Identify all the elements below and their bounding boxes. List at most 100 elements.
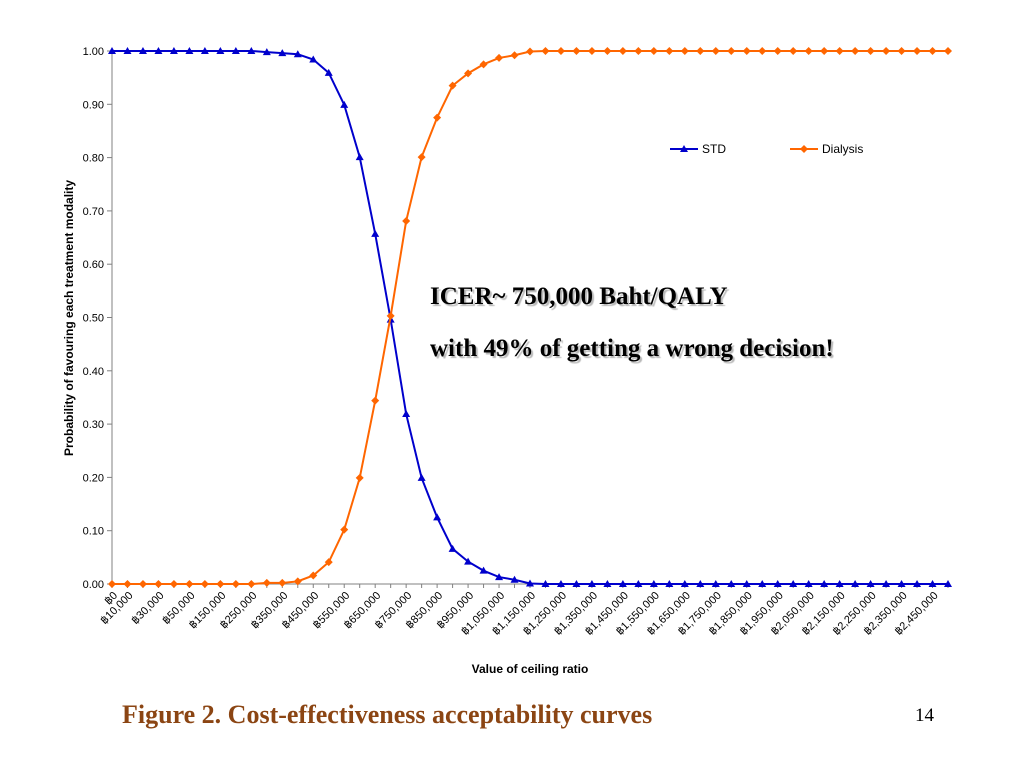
data-point-dialysis (696, 47, 705, 55)
y-tick-label: 0.70 (83, 206, 104, 218)
data-point-std (804, 580, 813, 587)
figure-caption: Figure 2. Cost-effectiveness acceptabili… (122, 700, 653, 729)
data-point-dialysis (138, 580, 147, 588)
data-point-dialysis (169, 580, 178, 588)
data-point-dialysis (200, 580, 209, 588)
legend-entry-dialysis: Dialysis (790, 142, 863, 156)
data-point-std (758, 580, 767, 587)
data-point-dialysis (278, 578, 287, 587)
data-point-dialysis (866, 47, 875, 55)
data-point-std (665, 580, 674, 587)
data-point-dialysis (293, 577, 302, 586)
data-point-dialysis (773, 47, 782, 55)
data-point-dialysis (386, 311, 395, 320)
data-point-dialysis (572, 47, 581, 55)
x-axis-ticks: ฿0฿10,000฿30,000฿50,000฿150,000฿250,000฿… (98, 584, 949, 638)
data-point-dialysis (742, 47, 751, 55)
data-point-dialysis (108, 580, 116, 588)
data-point-std (649, 580, 658, 587)
data-point-dialysis (433, 113, 442, 122)
y-tick-label: 0.50 (83, 313, 104, 325)
data-point-std (417, 473, 426, 481)
data-point-std (433, 513, 442, 521)
y-tick-label: 1.00 (83, 46, 104, 58)
data-point-dialysis (185, 580, 194, 588)
data-point-dialysis (727, 47, 736, 55)
y-tick-label: 0.40 (83, 366, 104, 378)
data-point-dialysis (587, 47, 596, 55)
data-point-std (742, 580, 751, 587)
data-point-std (355, 153, 364, 161)
data-point-dialysis (510, 51, 519, 60)
acceptability-chart: 0.00 0.10 0.20 0.30 0.40 0.50 0.60 0.70 0.80 0.90… (62, 46, 952, 676)
y-tick-label: 0.30 (83, 419, 104, 431)
data-point-std (820, 580, 829, 587)
data-point-dialysis (603, 47, 612, 55)
data-point-dialysis (402, 217, 411, 226)
data-point-dialysis (417, 153, 426, 162)
data-point-dialysis (835, 47, 844, 55)
data-point-std (541, 580, 550, 587)
data-point-dialysis (324, 558, 333, 567)
x-tick-label: ฿30,000 (129, 590, 166, 627)
data-point-std (495, 573, 504, 581)
series-std (108, 47, 952, 587)
series-line-std (112, 50, 948, 585)
data-point-dialysis (541, 47, 550, 55)
data-point-dialysis (448, 81, 457, 90)
data-point-std (108, 47, 116, 54)
data-point-dialysis (944, 47, 952, 55)
series-dialysis (108, 47, 952, 588)
data-point-std (510, 575, 519, 583)
data-point-dialysis (851, 47, 860, 55)
data-point-std (293, 50, 302, 58)
data-point-dialysis (526, 47, 534, 56)
data-point-dialysis (216, 580, 225, 588)
data-point-std (944, 580, 952, 587)
data-point-dialysis (649, 47, 658, 55)
legend: STD Dialysis (670, 142, 863, 156)
data-point-dialysis (634, 47, 643, 55)
data-point-dialysis (758, 47, 767, 55)
data-point-dialysis (804, 47, 813, 55)
data-point-dialysis (340, 525, 349, 534)
data-point-std (169, 47, 178, 54)
data-point-dialysis (231, 580, 240, 588)
legend-entry-std: STD (670, 142, 726, 156)
data-point-std (231, 47, 240, 54)
data-point-std (587, 580, 596, 587)
data-point-dialysis (897, 47, 906, 55)
annotation-line-1: ICER~ 750,000 Baht/QALY (430, 283, 728, 310)
series-line-dialysis (112, 50, 948, 585)
data-point-std (340, 100, 349, 108)
data-point-dialysis (495, 53, 504, 62)
data-point-dialysis (464, 69, 473, 78)
data-point-std (897, 580, 906, 587)
data-point-std (773, 580, 782, 587)
y-axis-ticks: 0.00 0.10 0.20 0.30 0.40 0.50 0.60 0.70 0.80 0.90… (83, 46, 112, 591)
data-point-std (634, 580, 643, 587)
data-point-std (138, 47, 147, 54)
data-point-std (866, 580, 875, 587)
data-point-dialysis (355, 473, 364, 482)
data-point-dialysis (479, 60, 488, 69)
annotation-line-2: with 49% of getting a wrong decision! (430, 335, 834, 362)
data-point-dialysis (680, 47, 689, 55)
legend-label-std: STD (702, 142, 726, 156)
data-point-std (618, 580, 627, 587)
data-point-dialysis (665, 47, 674, 55)
data-point-std (789, 580, 798, 587)
y-tick-label: 0.10 (83, 526, 104, 538)
data-point-std (572, 580, 581, 587)
data-point-std (851, 580, 860, 587)
data-point-std (402, 409, 411, 417)
data-point-std (324, 68, 333, 76)
triangle-marker-icon (680, 145, 688, 152)
data-point-dialysis (928, 47, 937, 55)
y-tick-label: 0.80 (83, 153, 104, 165)
page-number: 14 (915, 705, 934, 726)
data-point-std (371, 229, 380, 237)
data-point-std (882, 580, 891, 587)
data-point-std (309, 55, 318, 63)
data-point-dialysis (913, 47, 922, 55)
